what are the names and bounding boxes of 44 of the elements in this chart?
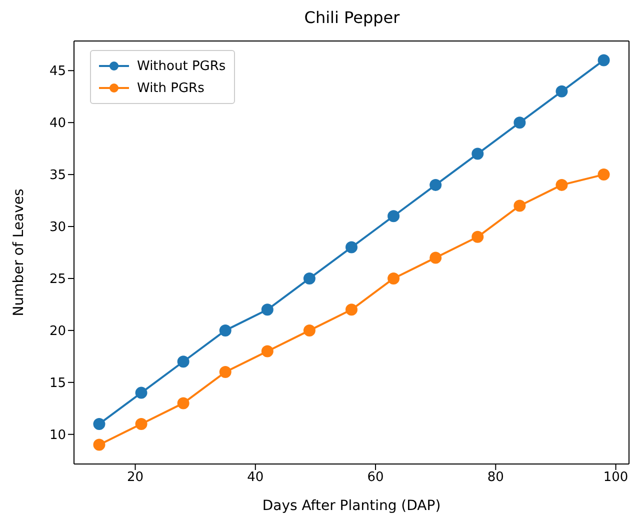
point bbox=[346, 304, 358, 316]
x-tick-label: 60 bbox=[367, 470, 384, 486]
point bbox=[346, 241, 358, 254]
point bbox=[177, 397, 190, 410]
y-tick-label: 10 bbox=[49, 428, 66, 443]
y-tick-label: 15 bbox=[49, 376, 66, 392]
point bbox=[219, 366, 232, 378]
point bbox=[303, 272, 316, 284]
point bbox=[430, 178, 442, 191]
x-tick-label: 100 bbox=[603, 470, 628, 486]
point bbox=[556, 85, 568, 98]
point bbox=[556, 178, 568, 191]
legend-label: Without PGRs bbox=[137, 58, 226, 74]
point bbox=[472, 148, 484, 160]
chart-title: Chili Pepper bbox=[303, 8, 401, 29]
y-tick-label: 40 bbox=[49, 116, 66, 132]
x-axis-title: Days After Planting (DAP) bbox=[262, 498, 441, 514]
point bbox=[93, 438, 106, 451]
x-tick-label: 80 bbox=[487, 470, 504, 486]
point bbox=[135, 418, 148, 430]
point bbox=[388, 210, 400, 222]
point bbox=[93, 418, 106, 430]
y-tick-label: 45 bbox=[49, 64, 66, 80]
point bbox=[261, 345, 274, 358]
point bbox=[472, 230, 484, 243]
y-axis-title: Number of Leaves bbox=[10, 188, 27, 316]
point bbox=[177, 356, 190, 368]
legend-label: With PGRs bbox=[137, 80, 204, 96]
point bbox=[430, 252, 442, 264]
point bbox=[303, 324, 316, 336]
point bbox=[514, 116, 526, 129]
y-tick-label: 20 bbox=[49, 324, 66, 340]
y-tick-label: 35 bbox=[49, 168, 66, 184]
point bbox=[219, 324, 232, 336]
point bbox=[261, 304, 274, 316]
y-tick-label: 25 bbox=[49, 272, 66, 288]
y-tick-label: 30 bbox=[49, 220, 66, 236]
point bbox=[598, 168, 610, 181]
point bbox=[388, 272, 400, 284]
x-tick-label: 20 bbox=[126, 470, 144, 486]
x-tick-label: 40 bbox=[247, 470, 264, 486]
point bbox=[135, 386, 148, 399]
point bbox=[514, 200, 526, 212]
point bbox=[598, 54, 610, 66]
